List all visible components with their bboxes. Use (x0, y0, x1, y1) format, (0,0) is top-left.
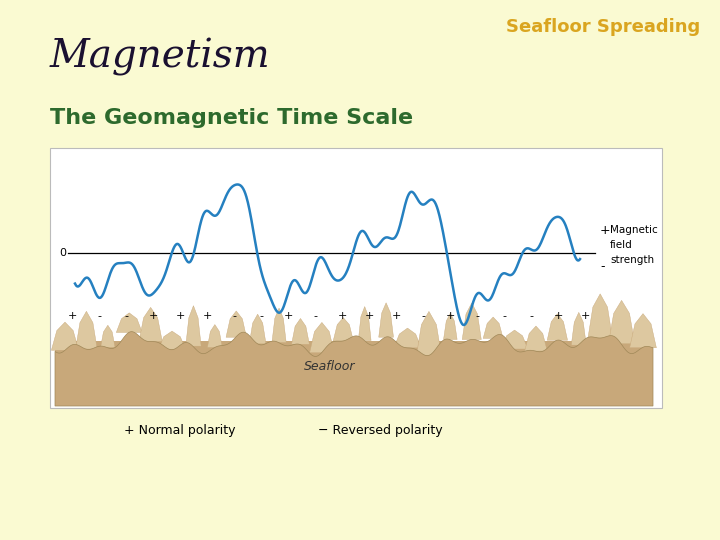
Polygon shape (139, 307, 162, 342)
Text: -: - (475, 311, 479, 321)
Text: +: + (364, 311, 374, 321)
Text: + Normal polarity: + Normal polarity (125, 424, 235, 437)
Polygon shape (629, 314, 657, 348)
Polygon shape (608, 300, 635, 344)
Polygon shape (416, 312, 441, 355)
Text: − Reversed polarity: − Reversed polarity (318, 424, 442, 437)
Text: +: + (391, 311, 401, 321)
Text: +: + (553, 311, 563, 321)
Text: Seafloor Spreading: Seafloor Spreading (505, 18, 700, 36)
Polygon shape (483, 317, 503, 339)
Text: -: - (313, 311, 317, 321)
Text: Magnetism: Magnetism (50, 38, 271, 76)
Text: +: + (202, 311, 212, 321)
Polygon shape (101, 325, 115, 347)
Bar (55, 341, 653, 406)
Text: +: + (175, 311, 185, 321)
Polygon shape (292, 319, 310, 345)
Polygon shape (525, 326, 547, 351)
Polygon shape (462, 303, 481, 340)
Polygon shape (207, 325, 222, 347)
Text: -: - (124, 311, 128, 321)
Text: +: + (600, 225, 611, 238)
Polygon shape (501, 330, 528, 349)
Polygon shape (394, 328, 421, 348)
Text: +: + (148, 311, 158, 321)
Text: -: - (502, 311, 506, 321)
Polygon shape (547, 314, 567, 340)
Text: 0: 0 (59, 248, 66, 258)
Polygon shape (158, 331, 186, 350)
Text: +: + (445, 311, 455, 321)
Text: +: + (580, 311, 590, 321)
Polygon shape (117, 313, 142, 333)
Text: +: + (67, 311, 77, 321)
Text: Magnetic
field
strength: Magnetic field strength (610, 225, 658, 265)
Text: -: - (600, 260, 605, 273)
Polygon shape (51, 322, 78, 350)
Text: -: - (97, 311, 101, 321)
Polygon shape (310, 322, 334, 353)
Polygon shape (272, 308, 286, 342)
Text: -: - (421, 311, 425, 321)
Polygon shape (379, 303, 393, 337)
Polygon shape (55, 332, 653, 406)
Polygon shape (333, 318, 354, 341)
Polygon shape (359, 307, 371, 341)
Text: -: - (232, 311, 236, 321)
Text: Seafloor: Seafloor (305, 360, 356, 373)
Polygon shape (444, 313, 457, 340)
Text: +: + (283, 311, 293, 321)
Polygon shape (76, 312, 97, 349)
Polygon shape (249, 314, 266, 344)
Bar (50, 148, 662, 408)
Polygon shape (571, 312, 586, 345)
Text: -: - (259, 311, 263, 321)
Text: -: - (529, 311, 533, 321)
Polygon shape (186, 306, 201, 346)
Polygon shape (226, 311, 246, 337)
Text: +: + (337, 311, 347, 321)
Polygon shape (588, 294, 613, 338)
Text: The Geomagnetic Time Scale: The Geomagnetic Time Scale (50, 108, 413, 128)
